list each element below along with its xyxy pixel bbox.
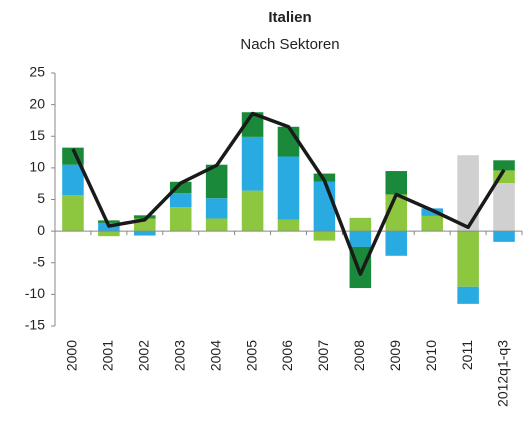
bar-segment <box>349 231 372 247</box>
line <box>71 111 506 276</box>
chart-title: Italien <box>268 9 311 26</box>
bar-segment <box>62 164 84 196</box>
bar-segment <box>98 220 120 223</box>
bar-segment <box>241 190 264 232</box>
bar-segment <box>313 181 336 232</box>
x-tick-label: 2001 <box>100 340 116 371</box>
x-tick-label: 2011 <box>459 340 475 370</box>
bar-segment <box>457 231 479 287</box>
x-tick-label: 2010 <box>423 340 439 371</box>
x-tick-label: 2007 <box>315 340 331 371</box>
bar-segment <box>457 286 479 304</box>
bar-segment <box>241 136 264 191</box>
bar-segment <box>169 193 192 208</box>
bar-segment <box>205 164 228 199</box>
bar-segment <box>313 231 336 241</box>
x-tick-label: 2009 <box>387 340 403 371</box>
bar-segment <box>349 217 372 232</box>
bar-segment <box>493 231 515 242</box>
y-tick-label: -10 <box>25 285 45 301</box>
bar-segment <box>457 155 479 232</box>
bar-segment <box>277 126 300 157</box>
x-tick-label: 2008 <box>351 340 367 371</box>
x-tick-label: 2002 <box>136 340 152 371</box>
y-tick-label: 5 <box>37 190 45 206</box>
bar-segment <box>169 181 192 194</box>
x-tick-label: 2012q1-q3 <box>495 340 511 407</box>
y-tick-label: 0 <box>37 222 45 238</box>
bar-segment <box>62 195 84 232</box>
y-tick-label: -5 <box>33 253 46 269</box>
x-tick-label: 2000 <box>64 340 80 371</box>
bar-segment <box>421 215 443 232</box>
x-tick-label: 2003 <box>171 340 187 371</box>
y-tick-label: 25 <box>29 64 45 80</box>
y-tick-label: 15 <box>29 127 45 143</box>
y-tick-label: 20 <box>29 95 45 111</box>
bar-segment <box>205 198 228 219</box>
bar-segment <box>493 160 515 171</box>
x-tick-label: 2004 <box>207 340 223 371</box>
bar-segment <box>493 183 515 232</box>
bar-segment <box>134 215 156 219</box>
y-tick-label: 10 <box>29 159 45 175</box>
bar-segment <box>205 218 228 232</box>
bar-segment <box>385 231 408 256</box>
x-tick-label: 2006 <box>279 340 295 371</box>
chart-subtitle: Nach Sektoren <box>240 36 339 53</box>
bar-segment <box>98 231 120 237</box>
bar-segment <box>169 207 192 232</box>
bar-segment <box>277 156 300 220</box>
x-tick-label: 2005 <box>243 340 259 371</box>
y-tick-label: -15 <box>25 317 45 333</box>
bar-segment <box>134 231 156 236</box>
bar-segment <box>277 219 300 232</box>
bar-segment <box>385 171 408 195</box>
